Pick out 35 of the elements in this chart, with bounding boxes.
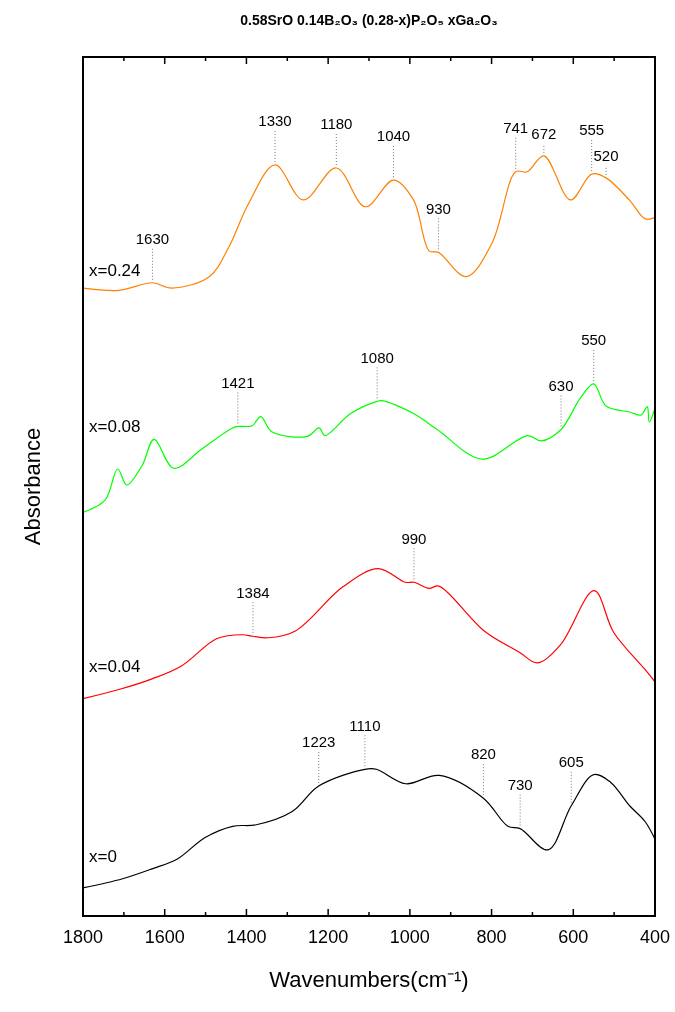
x-tick-label: 1600 (144, 927, 185, 947)
annotation: 820 (470, 745, 496, 763)
annotation: 520 (593, 147, 619, 165)
x-tick-label: 1400 (226, 927, 267, 947)
x-tick-label: 1000 (389, 927, 430, 947)
annotation: 605 (558, 753, 584, 771)
annotation: 1384 (236, 583, 270, 601)
annotation: 741 (503, 119, 529, 137)
series-label: x=0 (89, 846, 117, 866)
x-tick-label: 600 (558, 927, 589, 947)
x-tick-label: 1800 (62, 927, 104, 947)
annotation: 1330 (258, 112, 292, 130)
annotation: 1040 (376, 127, 411, 145)
annotation: 730 (507, 775, 533, 793)
annotation: 1421 (221, 373, 255, 391)
y-axis-title: Absorbance (20, 427, 45, 546)
annotation: 1080 (360, 348, 394, 366)
annotation: 550 (581, 331, 607, 349)
annotation: 630 (548, 376, 574, 394)
annotation: 930 (425, 199, 451, 217)
annotation: 1180 (320, 115, 353, 133)
x-tick-label: 400 (639, 927, 671, 947)
annotation: 1110 (349, 716, 381, 734)
x-tick-label: 800 (476, 927, 507, 947)
annotation: 990 (401, 529, 427, 547)
series-label: x=0.24 (89, 260, 141, 280)
series-label: x=0.08 (89, 417, 141, 437)
x-tick-label: 1200 (308, 927, 349, 947)
annotation: 1630 (135, 230, 170, 248)
annotation: 672 (531, 125, 557, 143)
x-axis-title: Wavenumbers(cm⁻¹) (269, 967, 469, 992)
annotation: 1223 (302, 733, 336, 751)
annotation: 555 (579, 121, 605, 139)
chart-title: 0.58SrO 0.14B₂O₃ (0.28-x)P₂O₅ xGa₂O₃ (240, 12, 498, 28)
series-label: x=0.04 (89, 656, 141, 676)
